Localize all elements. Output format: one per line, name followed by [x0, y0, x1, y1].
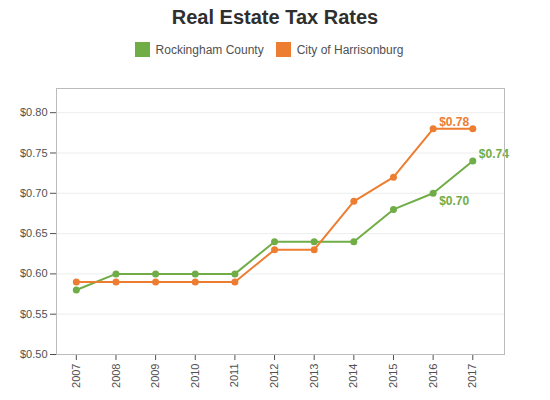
svg-text:$0.55: $0.55	[20, 308, 48, 320]
svg-text:2017: 2017	[466, 364, 478, 388]
html-text:Rockingham County: Rockingham County	[155, 42, 264, 57]
svg-text:2016: 2016	[427, 364, 439, 388]
svg-text:$0.75: $0.75	[20, 147, 48, 159]
svg-text:$0.74: $0.74	[478, 147, 509, 161]
svg-text:$0.50: $0.50	[20, 348, 48, 360]
svg-text:2011: 2011	[228, 364, 240, 388]
svg-text:$0.60: $0.60	[20, 267, 48, 279]
svg-text:2010: 2010	[189, 364, 201, 388]
svg-text:2009: 2009	[149, 364, 161, 388]
svg-text:$0.70: $0.70	[439, 194, 469, 208]
svg-text:$0.70: $0.70	[20, 187, 48, 199]
svg-text:2008: 2008	[109, 364, 121, 388]
svg-text:$0.78: $0.78	[439, 115, 469, 129]
svg-text:2015: 2015	[387, 364, 399, 388]
svg-text:2007: 2007	[70, 364, 82, 388]
svg-text:2012: 2012	[268, 364, 280, 388]
svg-text:$0.80: $0.80	[20, 106, 48, 118]
html-text:City of Harrisonburg: City of Harrisonburg	[296, 42, 404, 57]
svg-text:2013: 2013	[308, 364, 320, 388]
svg-text:$0.65: $0.65	[20, 227, 48, 239]
svg-text:2014: 2014	[347, 364, 359, 388]
html-text:Real Estate Tax Rates: Real Estate Tax Rates	[171, 6, 379, 28]
